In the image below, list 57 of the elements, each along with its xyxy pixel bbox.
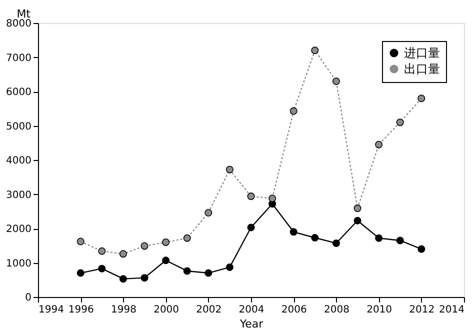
y-tick-label: 2000 xyxy=(6,224,32,235)
x-tick-label: 2010 xyxy=(366,304,392,316)
y-tick-label: 3000 xyxy=(6,190,32,201)
x-tick-label: 1996 xyxy=(68,304,94,316)
point xyxy=(183,267,191,275)
legend-label: 出口量 xyxy=(404,62,440,76)
y-tick-label: 8000 xyxy=(6,18,32,30)
y-axis-title: Mt xyxy=(16,8,32,20)
legend-label: 进口量 xyxy=(404,46,440,60)
point xyxy=(290,228,298,236)
point xyxy=(76,269,84,277)
point xyxy=(375,140,383,148)
x-tick-label: 2014 xyxy=(439,304,464,316)
point xyxy=(332,239,340,247)
point xyxy=(119,250,127,258)
x-tick-label: 2000 xyxy=(154,304,180,316)
x-tick-label: 2006 xyxy=(281,304,307,316)
point xyxy=(140,274,148,282)
x-tick-label: 2012 xyxy=(409,304,435,316)
x-tick-label: 2004 xyxy=(238,304,264,316)
point xyxy=(226,263,234,271)
x-axis-title: Year xyxy=(238,318,264,330)
point xyxy=(247,192,255,200)
point xyxy=(290,107,298,115)
point xyxy=(332,77,340,85)
point xyxy=(396,236,404,244)
x-tick-label: 2002 xyxy=(196,304,222,316)
point xyxy=(162,256,170,264)
x-tick-label: 1994 xyxy=(38,304,64,316)
point xyxy=(354,216,362,224)
point xyxy=(183,234,191,242)
y-tick-label: 0 xyxy=(25,292,32,304)
y-tick-label: 6000 xyxy=(6,87,32,98)
point xyxy=(98,264,106,272)
point xyxy=(247,224,255,232)
point xyxy=(204,269,212,277)
y-tick-label: 5000 xyxy=(6,121,32,132)
y-tick-label: 4000 xyxy=(6,156,32,166)
point xyxy=(140,242,148,250)
point xyxy=(311,46,319,54)
point xyxy=(98,247,106,255)
point xyxy=(76,238,84,246)
point xyxy=(311,234,319,242)
x-tick-label: 1998 xyxy=(110,304,136,316)
point xyxy=(418,245,426,253)
point xyxy=(354,204,362,212)
x-tick-label: 2008 xyxy=(324,304,350,316)
point xyxy=(375,234,383,242)
point xyxy=(268,194,276,202)
point xyxy=(204,209,212,216)
y-tick-label: 7000 xyxy=(6,52,32,64)
point xyxy=(396,118,404,126)
point xyxy=(162,238,170,246)
point xyxy=(418,94,426,102)
point xyxy=(226,166,234,174)
y-tick-label: 1000 xyxy=(6,258,32,270)
point xyxy=(119,275,127,283)
